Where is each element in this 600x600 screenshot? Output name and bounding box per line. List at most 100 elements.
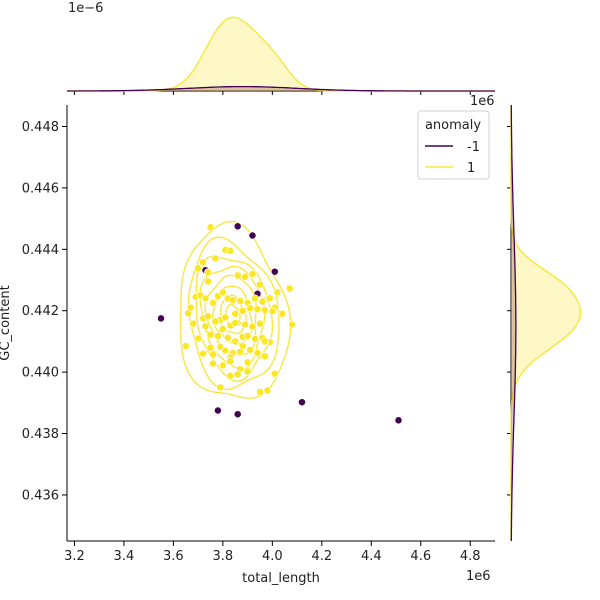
normal-point (226, 371, 235, 380)
anomaly-point (298, 398, 306, 407)
anomaly-point (213, 406, 222, 415)
y-tick-label: 0.442 (22, 304, 59, 319)
kde-contour-level-3 (195, 255, 274, 383)
normal-point (218, 288, 227, 297)
x-tick-label: 4.2 (311, 549, 332, 564)
normal-point (209, 359, 217, 368)
top-marginal-plot (67, 16, 495, 95)
normal-point (216, 383, 225, 392)
normal-point (189, 319, 198, 328)
normal-point (278, 309, 287, 318)
y-axis-label: GC_content (0, 285, 13, 360)
normal-point (211, 254, 220, 263)
normal-point (218, 361, 227, 370)
normal-point (256, 319, 264, 328)
normal-point (221, 313, 230, 322)
normal-point (246, 304, 255, 313)
normal-point (204, 268, 212, 277)
normal-point (265, 294, 274, 303)
normal-point (181, 342, 190, 350)
normal-point (233, 271, 242, 280)
x-tick-label: 4.4 (361, 549, 382, 564)
normal-point (204, 312, 212, 321)
normal-point (256, 388, 264, 397)
normal-point (209, 299, 217, 307)
normal-point (231, 319, 240, 327)
normal-point (253, 305, 262, 314)
legend: anomaly -1 1 (417, 110, 490, 180)
top-marginal-anomaly-fill (67, 86, 495, 91)
normal-point (260, 352, 269, 361)
normal-point (246, 346, 255, 354)
normal-point (251, 335, 259, 343)
normal-point (218, 325, 227, 334)
anomaly-point (157, 314, 165, 323)
normal-point (256, 280, 264, 289)
y-tick-label: 0.440 (22, 366, 59, 381)
anomaly-point (248, 231, 257, 240)
x-tick-label: 4.8 (460, 549, 481, 564)
normal-point (268, 307, 277, 316)
x-tick-label: 4.6 (410, 549, 431, 564)
normal-point (241, 272, 250, 281)
normal-point (273, 288, 282, 297)
legend-label-anomaly: -1 (467, 140, 480, 155)
normal-point (228, 296, 237, 304)
normal-point (238, 306, 247, 315)
normal-point (186, 303, 195, 312)
normal-point (199, 258, 208, 267)
normal-point (285, 284, 294, 293)
normal-point (243, 331, 252, 340)
x-axis-offset-label: 1e6 (466, 569, 491, 584)
normal-point (221, 346, 230, 355)
normal-point (209, 350, 217, 359)
normal-point (206, 223, 215, 232)
y-tick-label: 0.444 (22, 243, 59, 258)
x-tick-label: 4.0 (262, 549, 283, 564)
right-marginal-plot (507, 105, 582, 541)
x-tick-label: 3.4 (114, 549, 135, 564)
normal-point (258, 297, 267, 306)
top-marginal-anomaly-line (67, 85, 495, 92)
y-tick-label: 0.448 (22, 120, 59, 135)
right-marginal-anomaly-fill (511, 105, 516, 541)
normal-point (248, 322, 257, 331)
normal-point (223, 333, 232, 342)
legend-label-normal: 1 (467, 161, 475, 176)
normal-point (263, 386, 272, 395)
normal-point (231, 309, 240, 318)
normal-point (213, 331, 222, 340)
normal-point (206, 343, 215, 352)
y-axis-offset-label: 1e6 (470, 94, 495, 109)
legend-title: anomaly (425, 118, 481, 133)
normal-point (226, 357, 235, 366)
top-marginal-normal-fill (67, 17, 495, 91)
anomaly-point (233, 222, 242, 231)
anomaly-point (233, 410, 242, 419)
x-tick-label: 3.6 (163, 549, 184, 564)
anomaly-point (394, 416, 403, 425)
normal-point (201, 294, 210, 303)
right-marginal-normal-line (510, 105, 582, 541)
normal-point (248, 269, 257, 278)
normal-point (233, 370, 242, 379)
legend-box (417, 110, 490, 180)
top-marginal-offset-label: 1e−6 (68, 1, 103, 16)
main-plot: 3.2 3.4 3.6 3.8 4.0 4.2 4.4 4.6 4.8 0.436 0.438 0.4… (22, 105, 495, 564)
x-tick-label: 3.8 (213, 549, 234, 564)
normal-point (204, 277, 212, 286)
normal-point (236, 296, 245, 305)
normal-point (199, 349, 208, 358)
normal-point (253, 349, 262, 358)
normal-point (243, 367, 252, 376)
normal-point (243, 358, 252, 367)
normal-point (238, 342, 247, 350)
right-marginal-anomaly-line (510, 105, 517, 541)
x-tick-label: 3.2 (64, 549, 85, 564)
normal-point (231, 337, 240, 346)
normal-point (260, 306, 269, 315)
normal-point (201, 322, 210, 331)
normal-point (241, 320, 250, 329)
right-marginal-normal-fill (511, 105, 581, 541)
